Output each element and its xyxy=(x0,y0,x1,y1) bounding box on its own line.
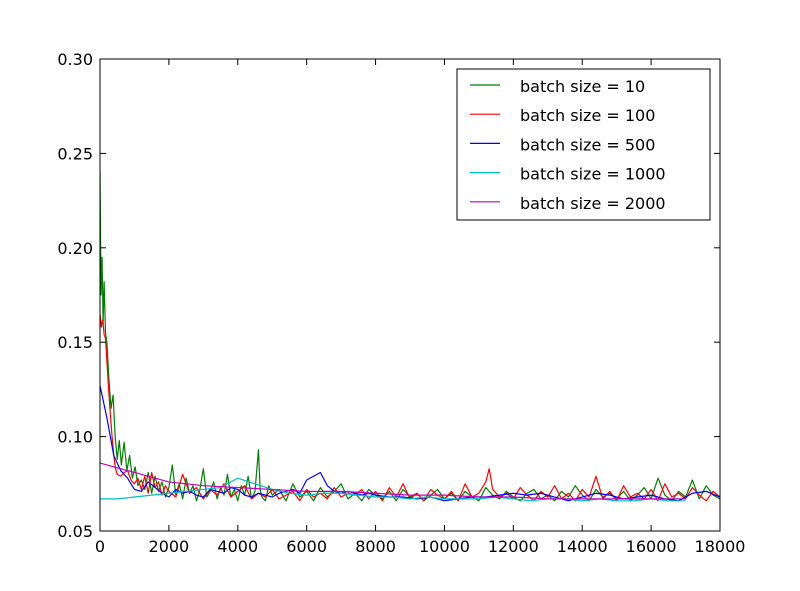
y-tick-label: 0.15 xyxy=(57,333,93,352)
y-tick-label: 0.30 xyxy=(57,50,93,69)
x-tick-label: 8000 xyxy=(355,537,396,556)
x-tick-label: 12000 xyxy=(488,537,539,556)
tick-layer: 0 2000 4000 6000 8000 10000 12000 14000 16000 180… xyxy=(57,50,745,556)
legend-label-4: batch size = 2000 xyxy=(520,194,666,213)
legend-label-0: batch size = 10 xyxy=(520,77,645,96)
y-tick-label: 0.25 xyxy=(57,144,93,163)
x-tick-label: 18000 xyxy=(695,537,746,556)
plot-frame xyxy=(99,58,721,532)
series-line-4 xyxy=(100,462,686,500)
x-tick-label: 10000 xyxy=(419,537,470,556)
y-tick-label: 0.20 xyxy=(57,239,93,258)
y-tick-label: 0.10 xyxy=(57,428,93,447)
x-tick-label: 4000 xyxy=(217,537,258,556)
y-tick-label: 0.05 xyxy=(57,522,93,541)
x-tick-label: 16000 xyxy=(626,537,677,556)
series-layer xyxy=(100,172,720,502)
x-tick-label: 6000 xyxy=(286,537,327,556)
series-line-2 xyxy=(100,385,720,502)
series-line-0 xyxy=(100,172,720,502)
x-tick-label: 2000 xyxy=(149,537,190,556)
series-line-3 xyxy=(100,477,686,502)
x-tick-label: 0 xyxy=(95,537,105,556)
legend-label-2: batch size = 500 xyxy=(520,135,655,154)
legend-label-1: batch size = 100 xyxy=(520,106,655,125)
legend-label-3: batch size = 1000 xyxy=(520,165,666,184)
legend-box xyxy=(456,68,711,221)
legend: batch size = 10 batch size = 100 batch siz… xyxy=(456,68,711,221)
x-tick-label: 14000 xyxy=(557,537,608,556)
